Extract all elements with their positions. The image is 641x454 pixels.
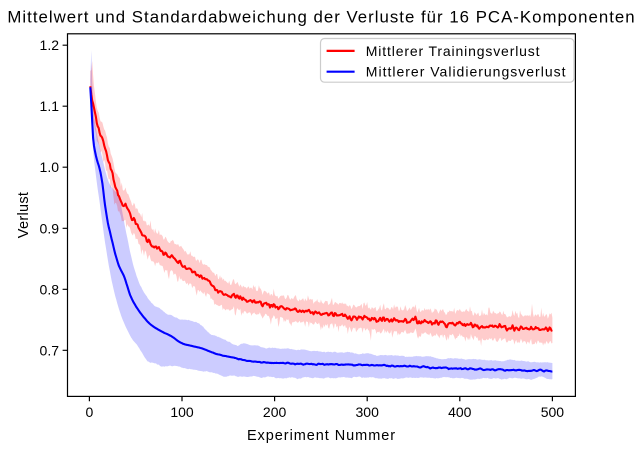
svg-text:0.9: 0.9 [40,220,60,236]
svg-text:Mittelwert und Standardabweich: Mittelwert und Standardabweichung der Ve… [7,8,635,27]
svg-text:1.2: 1.2 [40,37,60,53]
svg-text:Verlust: Verlust [16,192,32,238]
svg-text:1.0: 1.0 [40,159,60,175]
svg-text:500: 500 [541,404,565,420]
svg-text:0.8: 0.8 [40,281,60,297]
svg-text:300: 300 [356,404,380,420]
svg-text:Mittlerer Trainingsverlust: Mittlerer Trainingsverlust [366,43,541,59]
svg-text:Mittlerer Validierungsverlust: Mittlerer Validierungsverlust [366,64,567,80]
svg-text:0.7: 0.7 [40,342,60,358]
svg-text:1.1: 1.1 [40,98,60,114]
svg-text:0: 0 [86,404,94,420]
svg-text:Experiment Nummer: Experiment Nummer [247,428,396,444]
svg-text:200: 200 [263,404,287,420]
svg-text:400: 400 [448,404,472,420]
svg-text:100: 100 [170,404,194,420]
